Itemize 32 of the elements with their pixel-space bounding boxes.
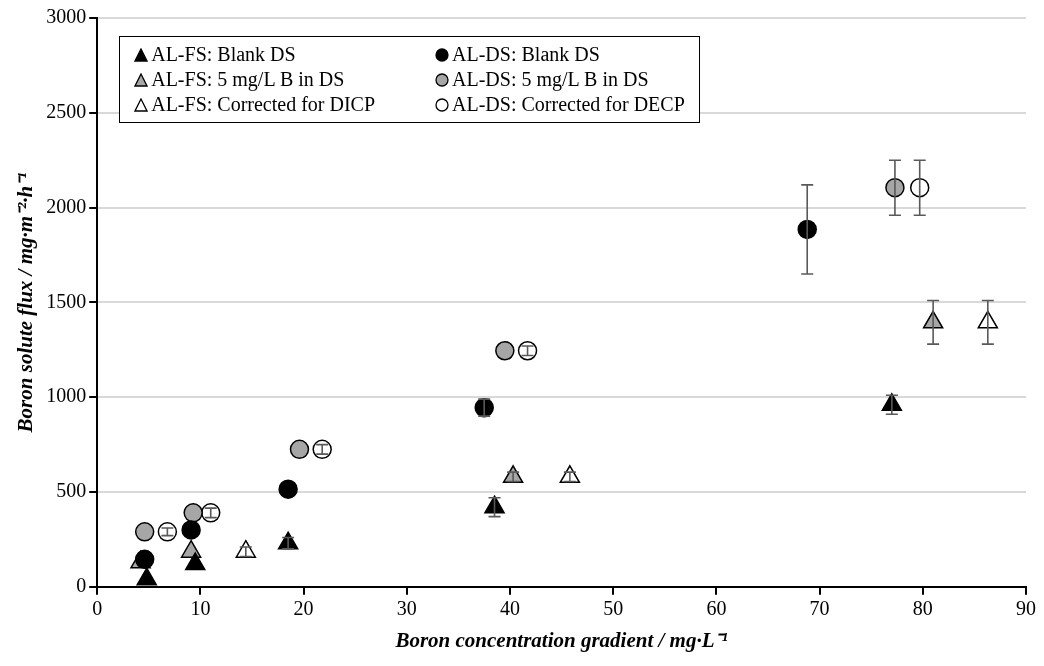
legend-label: AL-FS: 5 mg/L B in DS	[151, 68, 345, 91]
x-tick-label: 20	[293, 597, 314, 620]
x-tick-label: 40	[500, 597, 520, 620]
x-tick-label: 90	[1016, 597, 1036, 620]
y-tick-label: 1000	[46, 384, 87, 407]
y-tick-label: 1500	[46, 289, 87, 312]
legend-label: AL-DS: Corrected for DECP	[452, 93, 685, 116]
legend-label: AL-FS: Corrected for DICP	[151, 93, 376, 116]
y-tick-label: 500	[56, 479, 87, 502]
point	[180, 539, 202, 558]
y-tick-label: 0	[76, 574, 87, 597]
x-tick-label: 60	[706, 597, 727, 620]
y-tick-label: 2500	[46, 100, 87, 123]
x-axis-title: Boron concentration gradient / mg·L⁻¹	[394, 627, 728, 652]
point	[278, 479, 298, 499]
point	[184, 552, 206, 571]
x-tick-label: 50	[603, 597, 624, 620]
point	[495, 341, 515, 361]
x-tick-label: 10	[190, 597, 211, 620]
y-axis-title: Boron solute flux / mg·m⁻²·h⁻¹	[13, 172, 38, 434]
legend-label: AL-DS: Blank DS	[452, 43, 600, 66]
point	[136, 567, 158, 586]
x-tick-label: 0	[92, 597, 103, 620]
y-tick-label: 3000	[46, 5, 87, 28]
x-tick-label: 30	[396, 597, 417, 620]
point	[312, 439, 332, 460]
point	[289, 439, 310, 460]
legend-label: AL-FS: Blank DS	[151, 43, 296, 66]
legend-label: AL-DS: 5 mg/L B in DS	[452, 68, 649, 91]
x-tick-label: 80	[912, 597, 933, 620]
x-tick-label: 70	[809, 597, 830, 620]
y-tick-label: 2000	[46, 194, 87, 217]
